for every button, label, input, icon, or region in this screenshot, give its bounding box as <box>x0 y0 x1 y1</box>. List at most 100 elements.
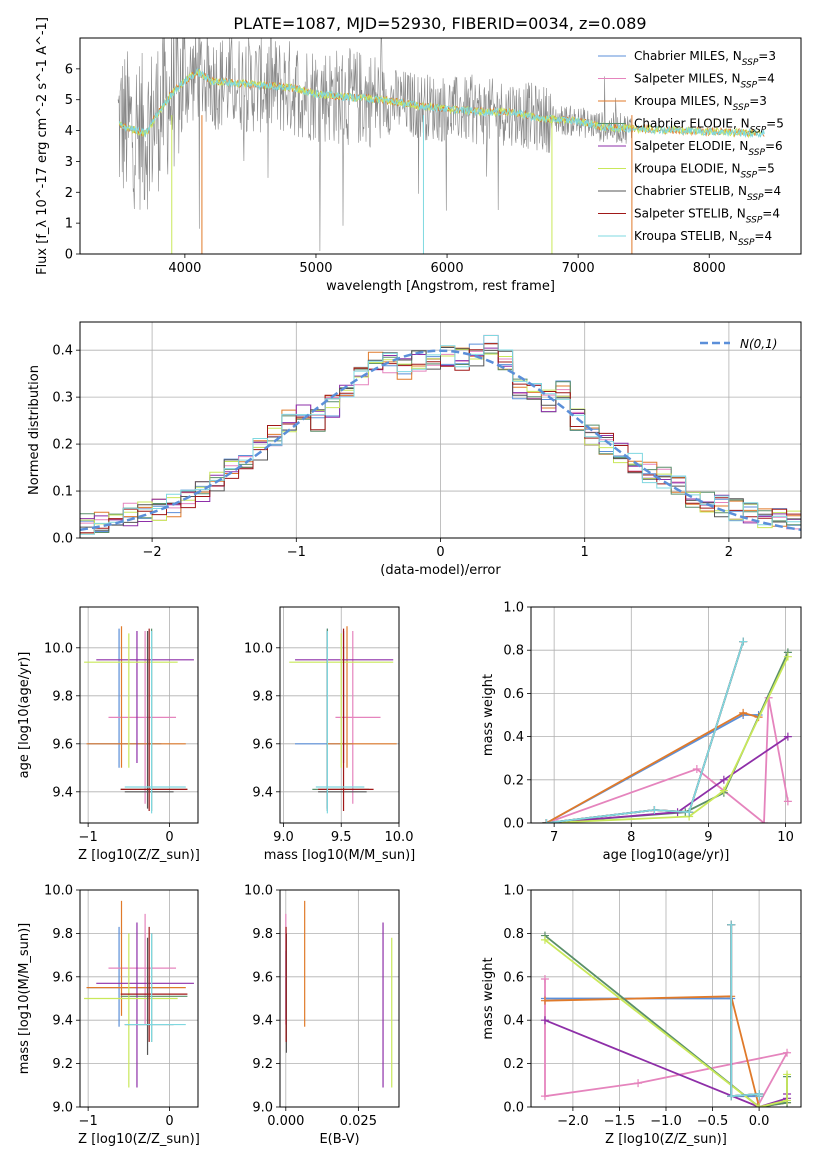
histograms <box>80 334 801 535</box>
panel-mass-vs-EBV: 0.000 0.025 9.0 9.2 9.4 9.6 9.8 10.0 E(B-V) <box>244 884 400 1147</box>
weight-marker <box>540 935 549 944</box>
weight-marker <box>692 765 701 773</box>
y-tick-label: 10.0 <box>244 641 273 656</box>
weight-marker <box>783 652 792 661</box>
y-tick-label: 0.4 <box>503 1014 524 1029</box>
y-tick-label: 0.4 <box>503 730 524 745</box>
weight-marker <box>685 808 694 817</box>
y-tick-label: 0.8 <box>503 927 524 942</box>
x-axis-label: Z [log10(Z/Z_sun)] <box>78 1132 200 1147</box>
x-axis-label: (data-model)/error <box>380 563 501 578</box>
y-tick-label: 2 <box>65 186 73 201</box>
x-tick-label: −1 <box>287 545 306 560</box>
weight-lines <box>542 637 792 823</box>
axes-frame <box>79 321 802 539</box>
panel-age-vs-Z: −1 0 9.4 9.6 9.8 10.0 Z [log10(Z/Z_sun)] age [l… <box>17 606 200 863</box>
weight-marker <box>753 1103 762 1107</box>
y-tick-label: 5 <box>65 93 73 108</box>
legend-label: Kroupa MILES, NSSP=3 <box>634 94 767 113</box>
weight-marker <box>783 1070 792 1079</box>
weight-marker <box>540 996 549 1005</box>
panel-age-vs-mass: 9.0 9.5 10.0 9.4 9.6 9.8 10.0 mass [log10(M/M_s… <box>244 606 415 863</box>
x-axis-label: Z [log10(Z/Z_sun)] <box>78 848 200 863</box>
weight-marker <box>542 819 551 823</box>
y-tick-label: 9.4 <box>252 785 273 800</box>
legend-label: Chabrier STELIB, NSSP=4 <box>634 184 781 203</box>
x-tick-label: 9.0 <box>273 830 294 845</box>
panel-residual-histogram: −2 −1 0 1 2 0.0 0.1 0.2 0.3 0.4 (data-model)/error… <box>27 321 802 578</box>
y-tick-label: 3 <box>65 155 73 170</box>
y-tick-label: 9.4 <box>52 1014 73 1029</box>
model-spectrum <box>118 68 765 139</box>
x-tick-label: 4000 <box>168 261 201 276</box>
errorbars <box>84 626 194 814</box>
legend-label: N(0,1) <box>740 337 777 351</box>
y-tick-label: 0.2 <box>503 1057 524 1072</box>
x-axis-label: wavelength [Angstrom, rest frame] <box>326 279 555 294</box>
x-tick-label: 9 <box>704 830 712 845</box>
axes-frame <box>79 606 199 824</box>
x-tick-label: 10 <box>777 830 794 845</box>
weight-marker <box>783 1096 792 1105</box>
y-tick-label: 0.0 <box>52 532 73 547</box>
histogram-step <box>80 343 801 534</box>
y-tick-label: 0 <box>65 248 73 263</box>
x-tick-label: 1 <box>581 545 589 560</box>
y-tick-label: 9.4 <box>252 1014 273 1029</box>
spectrum-lines <box>117 38 765 254</box>
axes-frame <box>279 889 400 1108</box>
y-tick-label: 9.6 <box>52 737 73 752</box>
y-tick-label: 0.1 <box>52 485 73 500</box>
y-tick-label: 6 <box>65 62 73 77</box>
x-tick-label: −1.5 <box>604 1114 636 1129</box>
panel-spectrum: 4000 5000 6000 7000 8000 0 1 2 3 4 5 6 wavelength [A… <box>35 17 802 294</box>
y-tick-label: 10.0 <box>44 641 73 656</box>
x-tick-label: 0.025 <box>340 1114 377 1129</box>
x-tick-label: −2 <box>143 545 162 560</box>
errorbars <box>289 626 397 814</box>
x-tick-label: 9.5 <box>331 830 352 845</box>
axes-frame <box>530 889 802 1108</box>
y-tick-label: 9.2 <box>52 1057 73 1072</box>
weight-line <box>546 652 789 823</box>
x-tick-label: 0 <box>165 830 173 845</box>
y-tick-label: 9.4 <box>52 785 73 800</box>
panel-mass-weight-vs-age: 7 8 9 10 0.0 0.2 0.4 0.6 0.8 1.0 age [log10(age/yr… <box>481 601 802 863</box>
weight-lines <box>540 920 792 1107</box>
y-axis-label: Flux [f_λ 10^-17 erg cm^-2 s^-1 A^-1] <box>35 17 50 275</box>
weight-marker <box>755 1103 764 1107</box>
weight-marker <box>540 1092 549 1101</box>
weight-line <box>546 656 789 823</box>
y-tick-label: 0.6 <box>503 970 524 985</box>
y-tick-label: 9.8 <box>52 927 73 942</box>
y-tick-label: 9.8 <box>52 689 73 704</box>
axes-frame <box>79 37 802 255</box>
weight-line <box>545 714 759 823</box>
weight-marker <box>719 786 728 795</box>
x-axis-label: age [log10(age/yr)] <box>603 848 730 863</box>
x-axis-label: Z [log10(Z/Z_sun)] <box>605 1132 727 1147</box>
weight-marker <box>755 1092 764 1101</box>
y-tick-label: 10.0 <box>44 884 73 899</box>
x-axis-label: E(B-V) <box>319 1132 359 1147</box>
legend-label: Kroupa STELIB, NSSP=4 <box>634 229 772 248</box>
y-tick-label: 9.6 <box>52 970 73 985</box>
weight-marker <box>783 797 792 806</box>
x-tick-label: −2.0 <box>557 1114 589 1129</box>
x-tick-label: 8000 <box>693 261 726 276</box>
y-tick-label: 0.2 <box>52 438 73 453</box>
axes-frame <box>530 606 802 824</box>
y-tick-label: 9.0 <box>52 1101 73 1116</box>
histogram-step <box>80 347 801 531</box>
weight-marker <box>540 1016 549 1025</box>
weight-marker <box>727 1092 736 1101</box>
x-tick-label: 7000 <box>562 261 595 276</box>
legend-label: Salpeter MILES, NSSP=4 <box>634 72 775 91</box>
weight-marker <box>739 708 748 717</box>
weight-marker <box>739 637 748 646</box>
y-tick-label: 0.0 <box>503 1101 524 1116</box>
y-tick-label: 9.6 <box>252 970 273 985</box>
weight-line <box>544 939 788 1107</box>
y-tick-label: 0.0 <box>503 817 524 832</box>
weight-line <box>546 641 744 823</box>
